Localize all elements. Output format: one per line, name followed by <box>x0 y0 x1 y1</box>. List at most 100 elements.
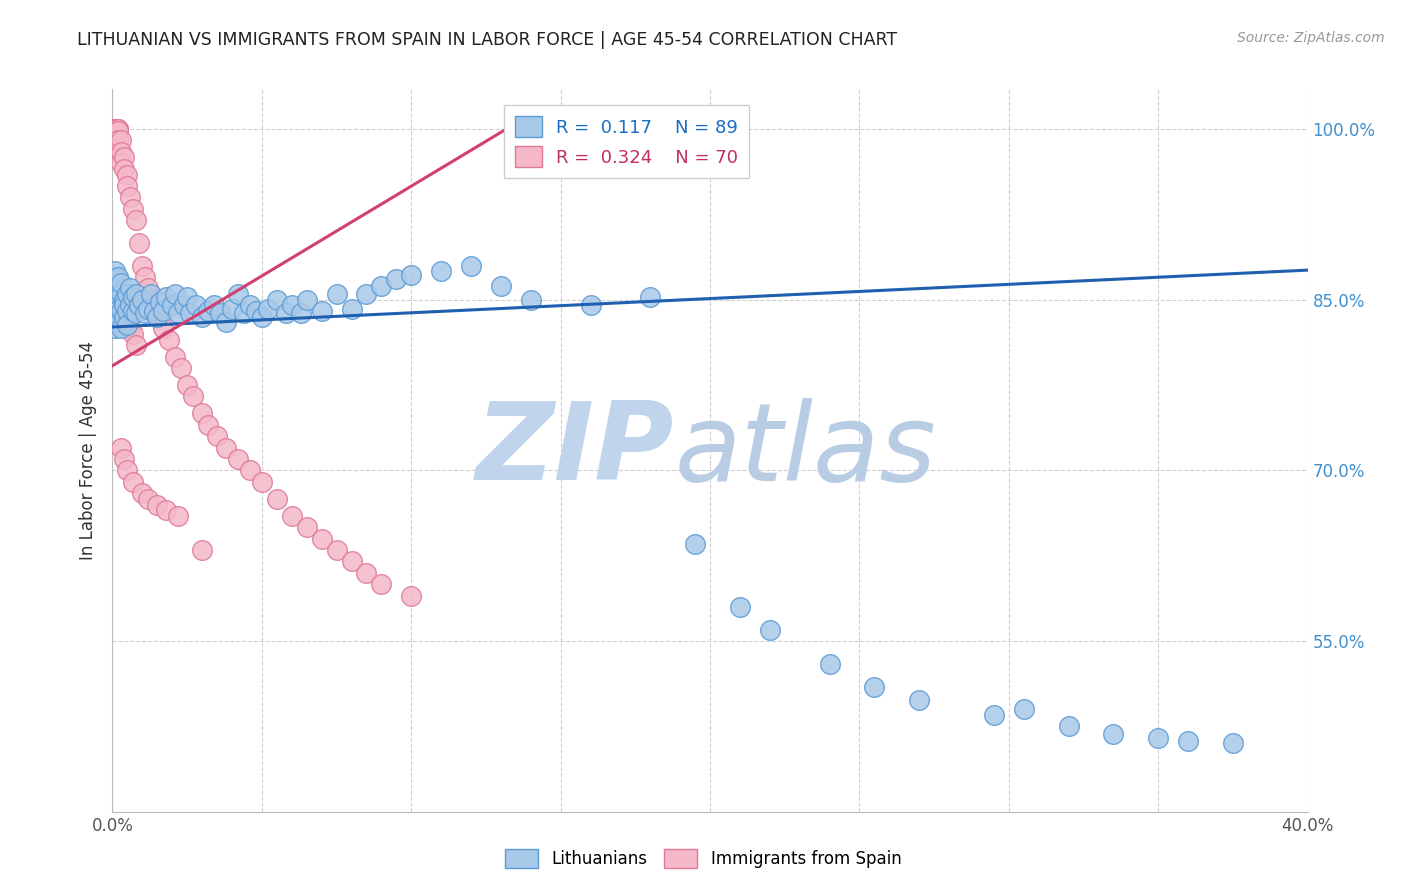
Point <box>110 287 132 301</box>
Point <box>104 122 127 136</box>
Point <box>191 543 214 558</box>
Point <box>155 290 177 304</box>
Point <box>131 486 153 500</box>
Point <box>141 287 163 301</box>
Text: LITHUANIAN VS IMMIGRANTS FROM SPAIN IN LABOR FORCE | AGE 45-54 CORRELATION CHART: LITHUANIAN VS IMMIGRANTS FROM SPAIN IN L… <box>77 31 897 49</box>
Point <box>191 407 214 421</box>
Point <box>489 279 512 293</box>
Point <box>134 269 156 284</box>
Point <box>215 315 238 329</box>
Point <box>759 623 782 637</box>
Point <box>983 708 1005 723</box>
Point <box>117 318 139 332</box>
Point <box>122 290 145 304</box>
Point <box>141 293 163 307</box>
Point <box>176 378 198 392</box>
Point <box>149 295 172 310</box>
Point <box>683 537 706 551</box>
Point <box>1102 727 1125 741</box>
Point <box>104 122 127 136</box>
Point <box>239 463 262 477</box>
Point <box>370 279 392 293</box>
Point <box>146 498 169 512</box>
Point <box>117 178 139 193</box>
Point <box>226 452 249 467</box>
Point <box>215 441 238 455</box>
Point <box>162 298 183 312</box>
Point <box>107 269 129 284</box>
Point <box>107 124 129 138</box>
Point <box>1177 734 1199 748</box>
Point <box>401 268 423 282</box>
Point <box>104 321 127 335</box>
Point <box>107 122 129 136</box>
Point <box>114 310 135 324</box>
Point <box>157 333 180 347</box>
Point <box>143 304 166 318</box>
Point <box>340 554 363 568</box>
Point <box>107 298 129 312</box>
Point <box>1012 702 1035 716</box>
Point <box>257 301 280 316</box>
Point <box>125 338 148 352</box>
Point <box>107 287 129 301</box>
Point <box>110 304 132 318</box>
Point <box>117 168 139 182</box>
Point <box>173 298 195 312</box>
Point <box>152 304 174 318</box>
Point <box>110 441 132 455</box>
Point <box>325 287 347 301</box>
Point <box>107 281 129 295</box>
Point <box>863 680 886 694</box>
Point <box>250 475 273 489</box>
Point <box>266 293 288 307</box>
Point <box>205 429 228 443</box>
Point <box>110 321 132 335</box>
Point <box>146 310 169 324</box>
Point <box>104 269 127 284</box>
Point <box>186 298 208 312</box>
Point <box>131 293 153 307</box>
Point <box>128 235 150 250</box>
Point <box>128 298 150 312</box>
Point <box>1057 719 1080 733</box>
Point <box>107 315 129 329</box>
Point <box>356 566 378 580</box>
Point <box>356 287 378 301</box>
Point <box>226 287 249 301</box>
Point <box>125 213 148 227</box>
Point <box>117 463 139 477</box>
Point <box>728 599 751 614</box>
Point <box>104 287 127 301</box>
Point <box>110 304 132 318</box>
Point <box>146 310 169 324</box>
Point <box>117 287 139 301</box>
Point <box>430 264 453 278</box>
Point <box>104 127 127 141</box>
Point <box>340 301 363 316</box>
Point <box>202 298 225 312</box>
Point <box>122 202 145 216</box>
Point <box>179 306 201 320</box>
Point <box>170 361 193 376</box>
Point <box>221 301 243 316</box>
Point <box>104 122 127 136</box>
Point <box>239 298 262 312</box>
Legend: Lithuanians, Immigrants from Spain: Lithuanians, Immigrants from Spain <box>498 842 908 875</box>
Point <box>295 293 318 307</box>
Point <box>104 315 127 329</box>
Point <box>110 145 132 159</box>
Point <box>104 304 127 318</box>
Point <box>197 417 219 432</box>
Point <box>104 304 127 318</box>
Y-axis label: In Labor Force | Age 45-54: In Labor Force | Age 45-54 <box>79 341 97 560</box>
Point <box>325 543 347 558</box>
Point <box>460 259 482 273</box>
Point <box>114 298 135 312</box>
Point <box>908 693 931 707</box>
Point <box>176 290 198 304</box>
Point <box>134 306 156 320</box>
Point <box>110 156 132 170</box>
Point <box>107 315 129 329</box>
Point <box>138 491 160 506</box>
